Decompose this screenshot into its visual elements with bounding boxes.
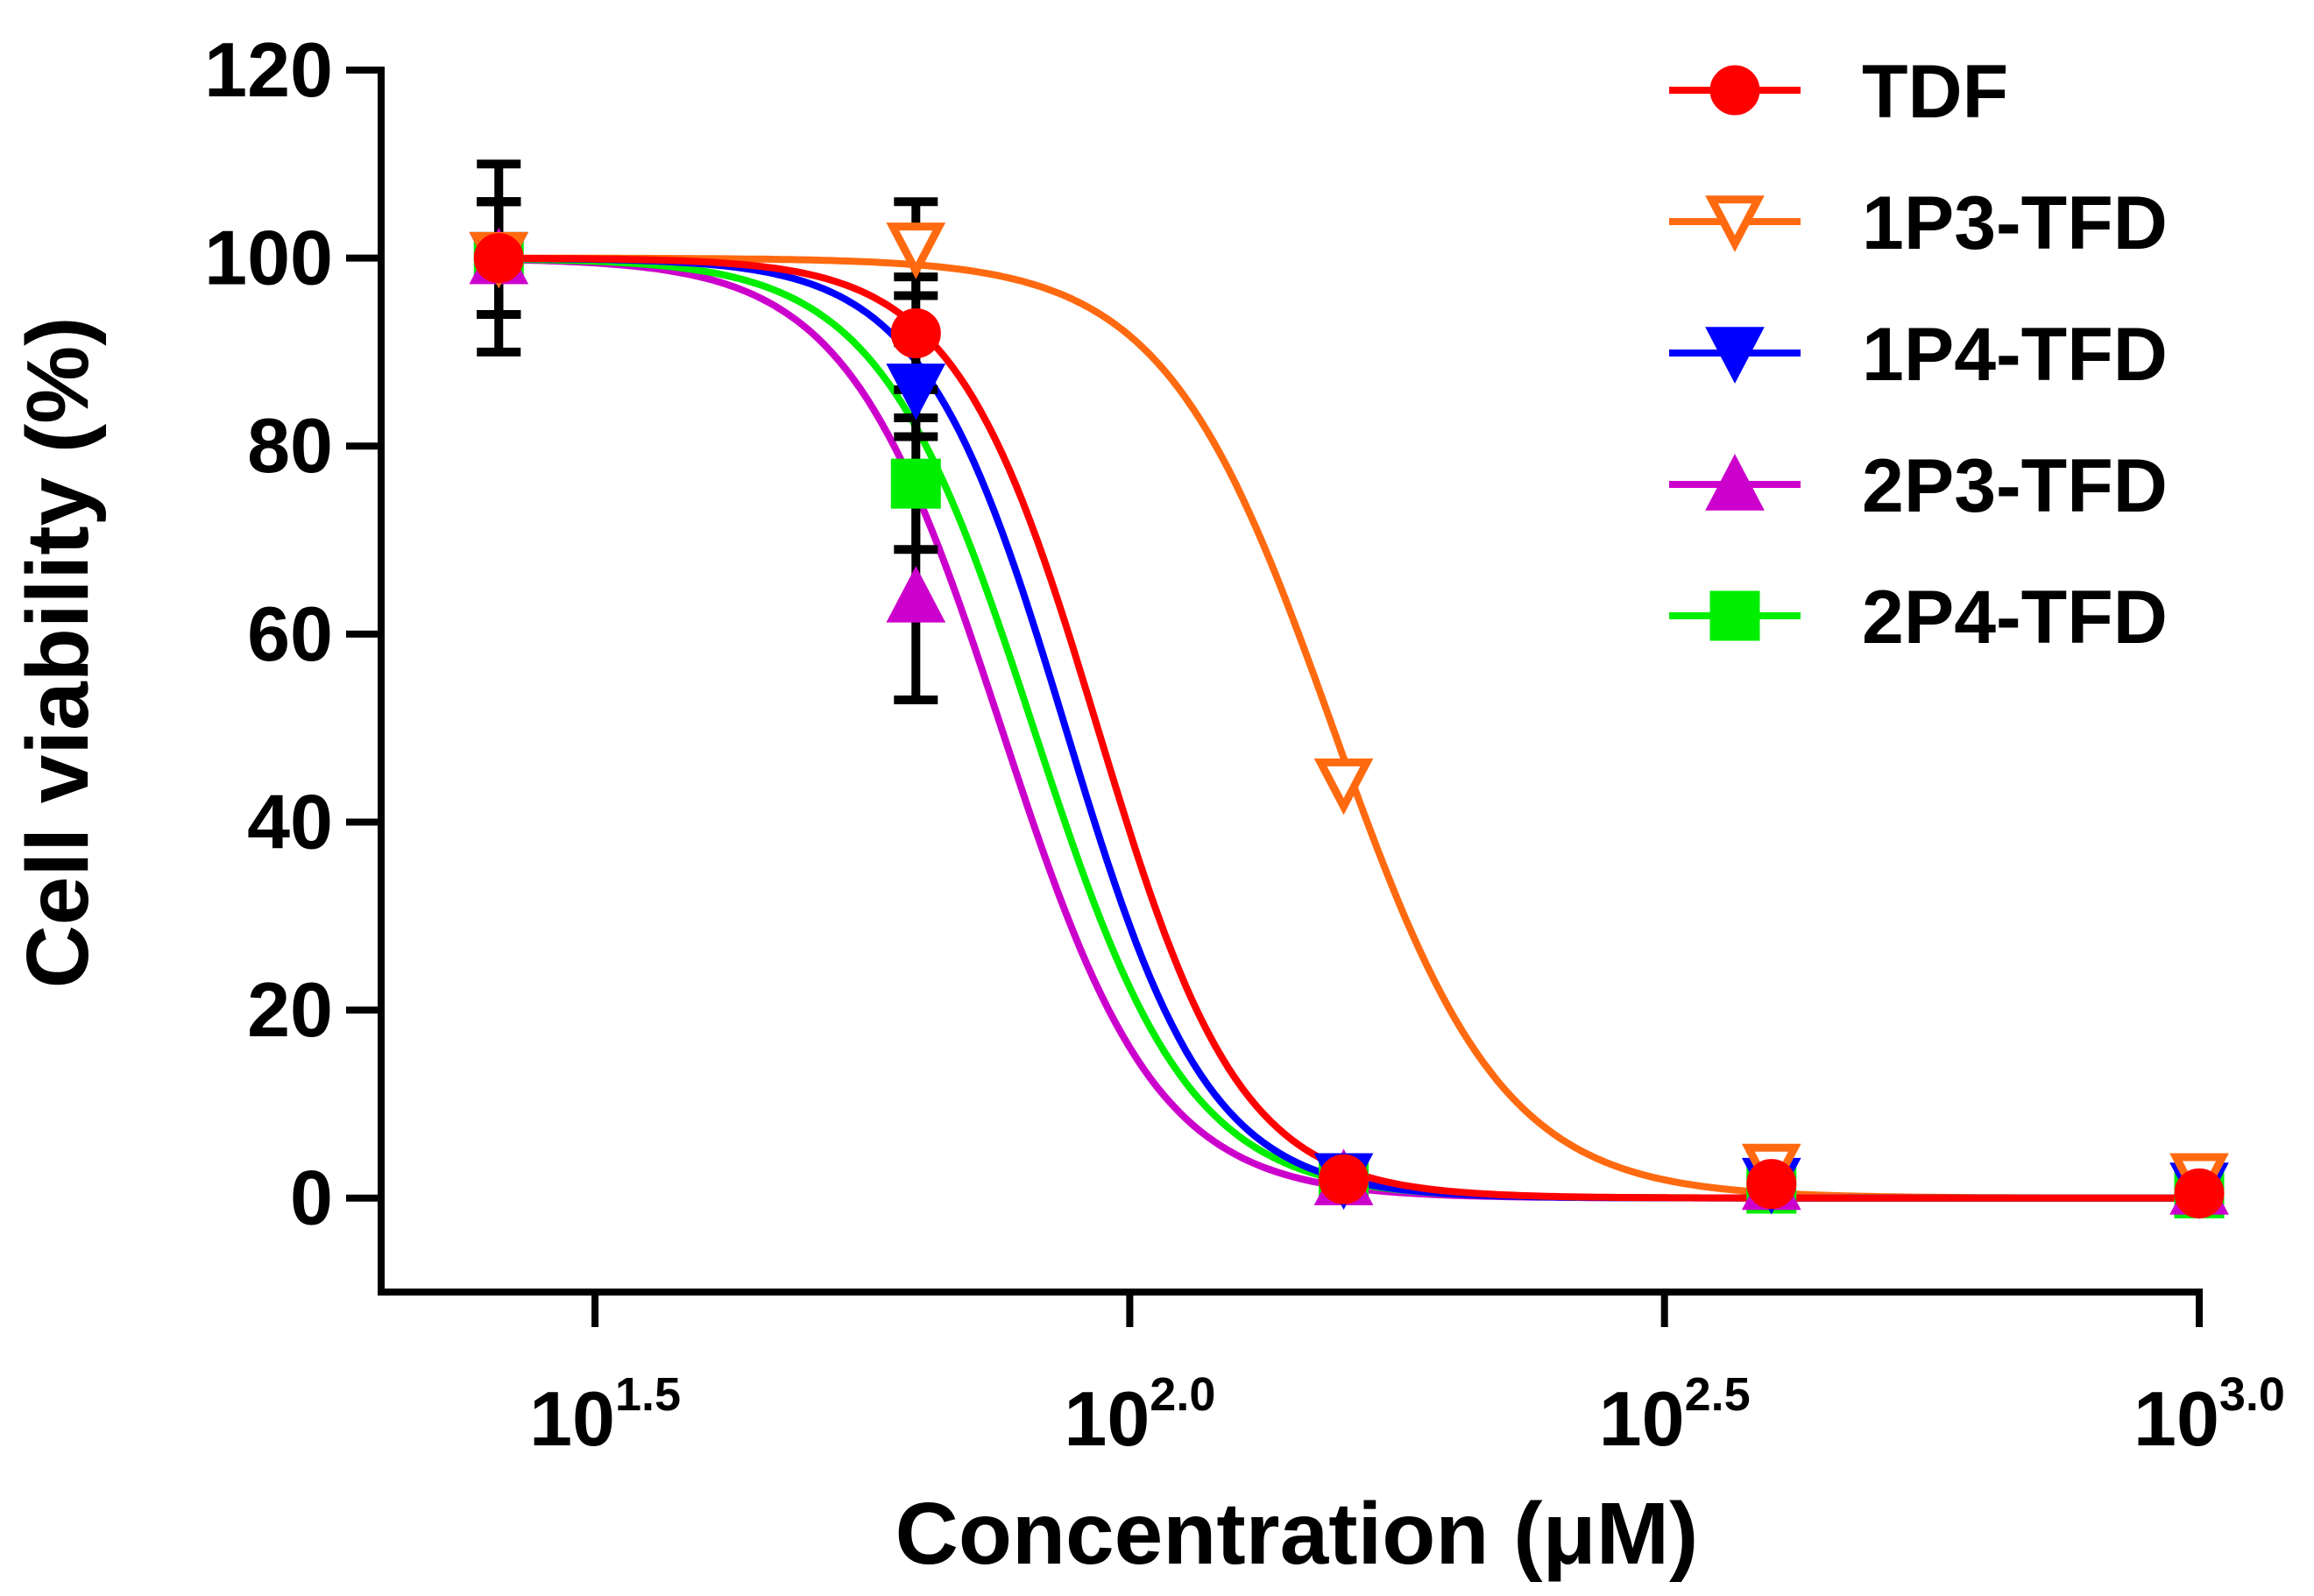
y-tick-label: 40 (247, 778, 333, 865)
x-tick-label: 103.0 (2134, 1368, 2285, 1462)
x-tick-label: 101.5 (529, 1368, 681, 1462)
y-axis-ticks: 0 20 40 60 80 100 120 (204, 26, 381, 1241)
legend-marker (1705, 454, 1765, 511)
y-axis-title: Cell viability (%) (9, 317, 107, 989)
legend-marker (1705, 327, 1765, 384)
legend-label: 2P3-TFD (1862, 444, 2168, 528)
x-tick-label: 102.5 (1599, 1368, 1751, 1462)
fit-curves (499, 254, 2199, 1202)
fit-curve-2p4-tfd (499, 255, 2199, 1202)
axes (378, 67, 2203, 1296)
legend-entry-tdf: TDF (1669, 50, 2008, 134)
y-tick-label: 100 (204, 215, 333, 301)
legend-label: 1P3-TFD (1862, 181, 2168, 265)
fit-curve-1p3-tfd (499, 254, 2199, 1202)
legend-entry-1p4-tfd: 1P4-TFD (1669, 313, 2168, 397)
data-point-1p3-tfd (886, 222, 946, 279)
data-points (469, 222, 2229, 1219)
x-tick-base: 10 (2134, 1375, 2219, 1462)
x-tick-base: 10 (1599, 1375, 1685, 1462)
legend-entry-2p4-tfd: 2P4-TFD (1669, 576, 2168, 660)
data-point-2p4-tfd (890, 458, 941, 509)
y-tick-label: 20 (247, 966, 333, 1053)
legend-entry-1p3-tfd: 1P3-TFD (1669, 181, 2168, 265)
data-point-tdf (1319, 1154, 1369, 1204)
legend-label: 1P4-TFD (1862, 313, 2168, 397)
y-tick-label: 0 (290, 1155, 333, 1241)
x-tick-exponent: 2.0 (1150, 1368, 1215, 1421)
fit-curve-2p3-tfd (499, 256, 2199, 1202)
legend-label: 2P4-TFD (1862, 576, 2168, 660)
x-tick-exponent: 3.0 (2219, 1368, 2285, 1421)
legend: TDF 1P3-TFD 1P4-TFD 2P3-TFD 2P4-TFD (1669, 50, 2168, 660)
x-tick-exponent: 2.5 (1685, 1368, 1751, 1421)
legend-marker (1705, 195, 1765, 252)
data-point-tdf (890, 307, 941, 358)
x-axis-ticks: 101.5 102.0 102.5 103.0 (529, 1292, 2285, 1462)
legend-marker (1709, 590, 1760, 641)
data-point-tdf (1746, 1159, 1797, 1210)
data-point-tdf (2174, 1168, 2225, 1218)
x-tick-label: 102.0 (1064, 1368, 1215, 1462)
x-tick-base: 10 (1064, 1375, 1150, 1462)
fit-curve-tdf (499, 254, 2199, 1202)
legend-marker (1709, 65, 1760, 116)
data-point-2p3-tfd (886, 566, 946, 623)
data-point-1p4-tfd (886, 364, 946, 420)
fit-curve-1p4-tfd (499, 255, 2199, 1202)
legend-entry-2p3-tfd: 2P3-TFD (1669, 444, 2168, 528)
y-tick-label: 120 (204, 26, 333, 113)
legend-label: TDF (1862, 50, 2008, 134)
data-point-1p3-tfd (1313, 758, 1374, 816)
data-point-tdf (473, 233, 524, 284)
error-bars (477, 159, 938, 704)
y-tick-label: 80 (247, 402, 333, 489)
x-tick-exponent: 1.5 (615, 1368, 681, 1421)
x-axis-title: Concentration (μM) (895, 1485, 1699, 1583)
y-tick-label: 60 (247, 590, 333, 677)
x-tick-base: 10 (529, 1375, 615, 1462)
